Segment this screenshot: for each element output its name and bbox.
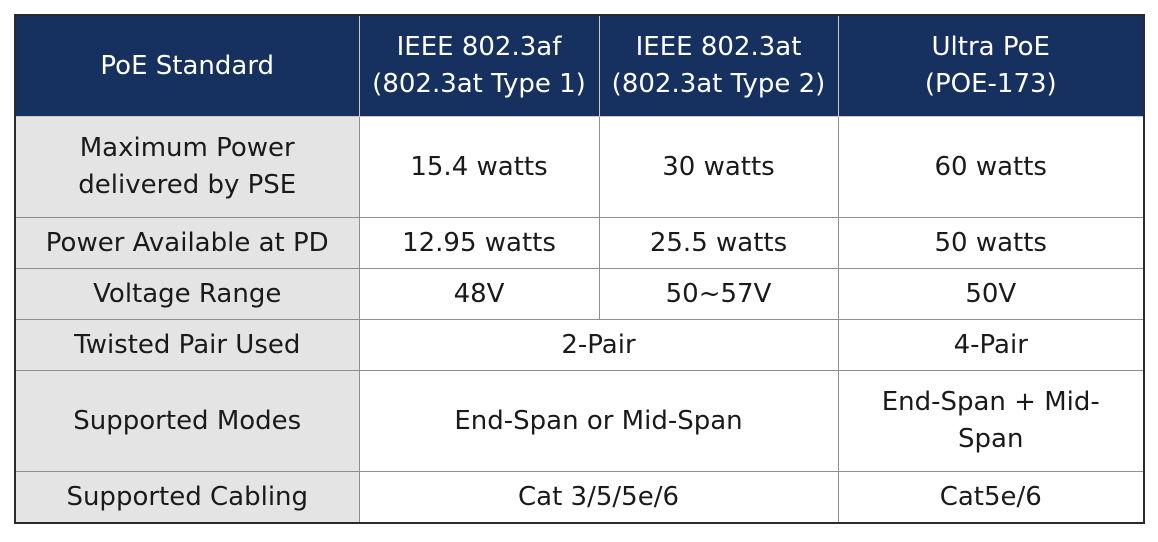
cell-max-power-af: 15.4 watts <box>358 116 600 218</box>
cell-power-available-ultra: 50 watts <box>837 217 1145 269</box>
header-ultra-name: Ultra PoE <box>931 32 1050 62</box>
header-af-type: (802.3at Type 1) <box>372 69 586 99</box>
cell-voltage-ultra: 50V <box>837 268 1145 320</box>
row-label-max-power-line1: Maximum Power <box>79 133 295 163</box>
header-af-name: IEEE 802.3af <box>396 32 562 62</box>
cell-cabling-ultra: Cat5e/6 <box>837 471 1145 524</box>
cell-modes-af-at: End-Span or Mid-Span <box>358 370 839 472</box>
cell-power-available-at: 25.5 watts <box>598 217 839 269</box>
table-row-twisted-pair: Twisted Pair Used 2-Pair 4-Pair <box>14 319 1145 371</box>
cell-max-power-at: 30 watts <box>598 116 839 218</box>
header-at-type: (802.3at Type 2) <box>611 69 826 99</box>
table-row-supported-cabling: Supported Cabling Cat 3/5/5e/6 Cat5e/6 <box>14 471 1145 524</box>
cell-power-available-af: 12.95 watts <box>358 217 600 269</box>
row-label-max-power-line2: delivered by PSE <box>78 170 297 200</box>
cell-modes-ultra: End-Span + Mid- Span <box>837 370 1145 472</box>
row-label-power-available: Power Available at PD <box>14 217 360 269</box>
header-ultra-model: (POE-173) <box>924 69 1057 99</box>
table-row-supported-modes: Supported Modes End-Span or Mid-Span End… <box>14 370 1145 472</box>
header-row: PoE Standard IEEE 802.3af (802.3at Type … <box>14 14 1145 117</box>
row-label-supported-modes: Supported Modes <box>14 370 360 472</box>
header-at-name: IEEE 802.3at <box>635 32 802 62</box>
header-ieee-802-3af: IEEE 802.3af (802.3at Type 1) <box>358 14 600 117</box>
cell-voltage-at: 50~57V <box>598 268 839 320</box>
cell-modes-ultra-line1: End-Span + Mid- <box>881 387 1100 417</box>
cell-cabling-af-at: Cat 3/5/5e/6 <box>358 471 839 524</box>
row-label-supported-cabling: Supported Cabling <box>14 471 360 524</box>
cell-max-power-ultra: 60 watts <box>837 116 1145 218</box>
table-row-max-power: Maximum Power delivered by PSE 15.4 watt… <box>14 116 1145 218</box>
header-ultra-poe: Ultra PoE (POE-173) <box>837 14 1145 117</box>
table-row-power-available: Power Available at PD 12.95 watts 25.5 w… <box>14 217 1145 269</box>
header-poe-standard: PoE Standard <box>14 14 360 117</box>
cell-modes-ultra-line2: Span <box>958 424 1024 454</box>
row-label-voltage-range: Voltage Range <box>14 268 360 320</box>
header-ieee-802-3at: IEEE 802.3at (802.3at Type 2) <box>598 14 839 117</box>
poe-comparison-table: PoE Standard IEEE 802.3af (802.3at Type … <box>14 14 1145 524</box>
cell-voltage-af: 48V <box>358 268 600 320</box>
cell-twisted-pair-af-at: 2-Pair <box>358 319 839 371</box>
table-row-voltage-range: Voltage Range 48V 50~57V 50V <box>14 268 1145 320</box>
row-label-max-power: Maximum Power delivered by PSE <box>14 116 360 218</box>
row-label-twisted-pair: Twisted Pair Used <box>14 319 360 371</box>
cell-twisted-pair-ultra: 4-Pair <box>837 319 1145 371</box>
